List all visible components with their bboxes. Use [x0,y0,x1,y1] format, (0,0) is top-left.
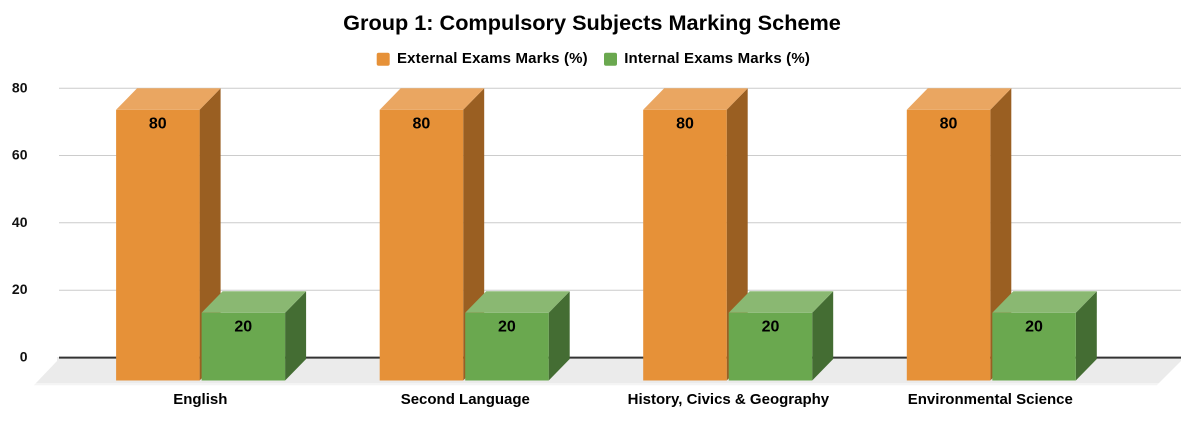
svg-text:80: 80 [12,79,28,95]
svg-text:80: 80 [149,115,167,132]
svg-text:External Exams Marks (%): External Exams Marks (%) [397,50,588,67]
svg-text:20: 20 [498,318,516,335]
svg-text:20: 20 [12,281,28,297]
svg-text:Second Language: Second Language [401,391,530,408]
svg-text:Group 1: Compulsory Subjects M: Group 1: Compulsory Subjects Marking Sch… [343,10,841,35]
svg-text:80: 80 [676,115,694,132]
svg-text:40: 40 [12,214,28,230]
svg-text:0: 0 [20,349,28,365]
svg-text:20: 20 [234,318,252,335]
svg-text:60: 60 [12,147,28,163]
svg-text:Environmental Science: Environmental Science [908,391,1073,408]
svg-text:80: 80 [940,115,958,132]
svg-text:Internal Exams Marks (%): Internal Exams Marks (%) [624,50,810,67]
svg-text:20: 20 [1025,318,1043,335]
svg-text:20: 20 [762,318,780,335]
svg-text:80: 80 [413,115,431,132]
svg-text:English: English [173,391,227,408]
svg-text:History, Civics & Geography: History, Civics & Geography [628,391,830,408]
